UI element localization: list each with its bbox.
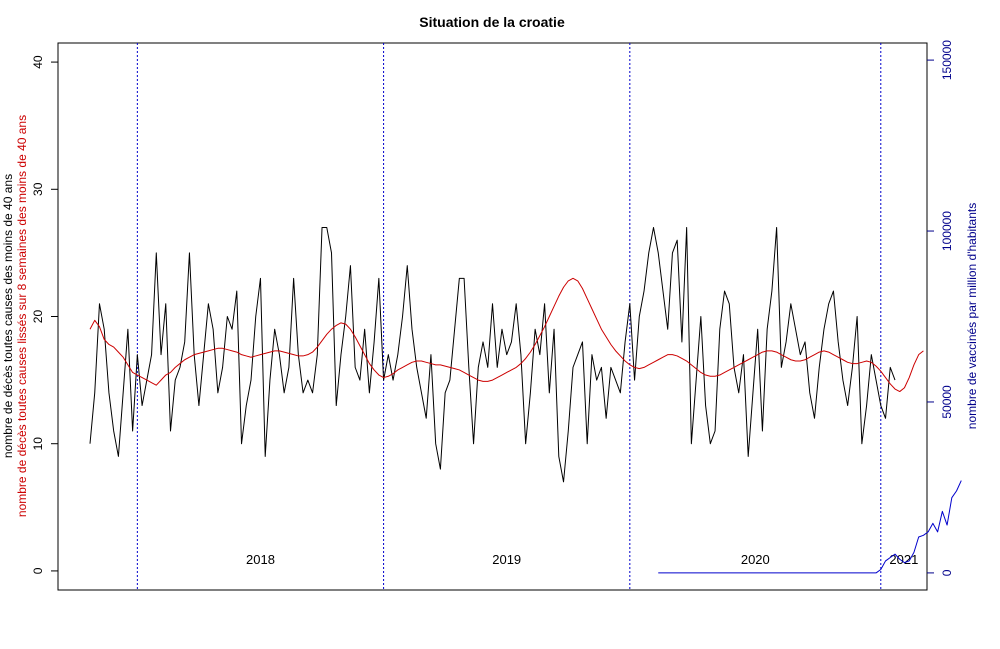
year-label: 2021 [889,552,918,567]
series-line-vaccinated [658,480,962,574]
year-label: 2018 [246,552,275,567]
left-tick-label: 40 [31,55,45,69]
left-tick-label: 10 [31,437,45,451]
series-line-weekly-deaths [89,226,896,483]
left-tick-label: 0 [31,567,45,574]
right-y-axis: 0 50000 100000 150000 [927,40,954,576]
right-tick-label: 0 [940,569,954,576]
year-separators [136,43,882,590]
right-tick-label: 50000 [940,385,954,419]
year-label: 2020 [741,552,770,567]
series-line-smoothed-deaths [89,277,924,393]
ylabel-black: nombre de décès toutes causes des moins … [1,174,15,458]
chart-title: Situation de la croatie [419,14,565,30]
left-tick-label: 20 [31,310,45,324]
series-layer [89,226,962,574]
year-labels: 2018 2019 2020 2021 [246,552,918,567]
left-y-axis: 0 10 20 30 40 [31,55,58,574]
plot-frame [57,42,928,591]
year-label: 2019 [492,552,521,567]
right-tick-label: 100000 [940,211,954,251]
ylabel-red: nombre de décès toutes causes lissés sur… [15,115,29,517]
right-tick-label: 150000 [940,40,954,80]
left-tick-label: 30 [31,182,45,196]
ylabel-right: nombre de vaccinés par million d'habitan… [965,203,979,429]
